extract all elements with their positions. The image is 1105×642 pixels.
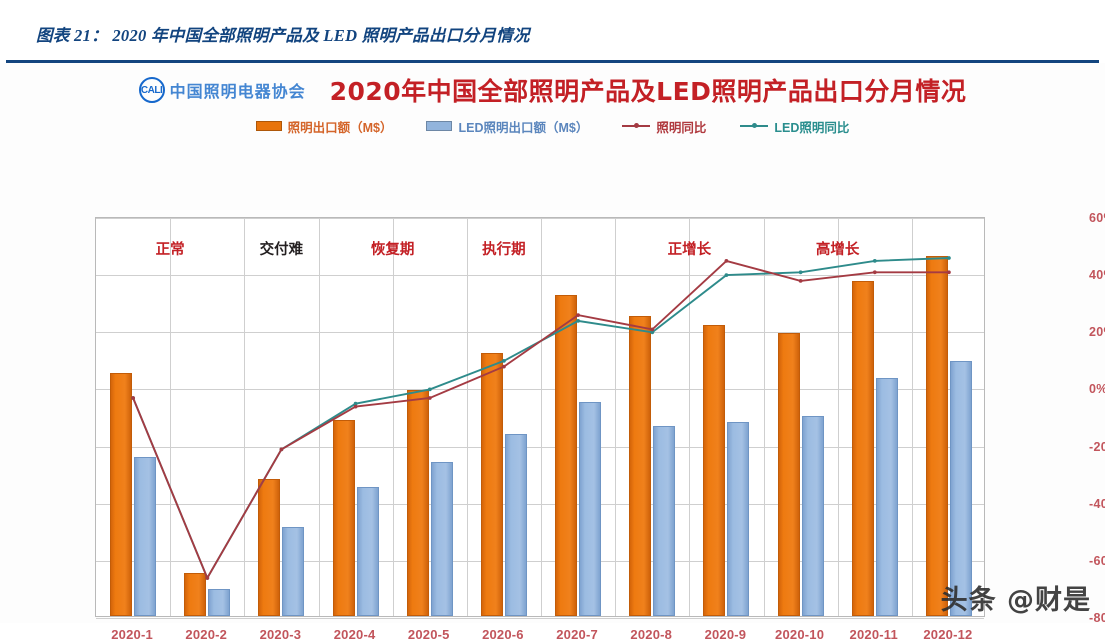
x-axis-tick-11: 2020-12 [923,627,973,642]
bar-led-export[interactable] [208,588,231,616]
x-axis-tick-2: 2020-3 [259,627,302,642]
chart-legend: 照明出口额（M$） LED照明出口额（M$） 照明同比 LED照明同比 [0,113,1105,139]
watermark: 头条 @财是 [940,585,1091,616]
legend-swatch-line-icon [622,121,651,131]
x-axis-tick-9: 2020-10 [775,627,825,642]
legend-swatch-line-icon [740,121,769,131]
gridline-vertical [244,218,246,616]
bar-lighting-export[interactable] [777,333,800,616]
bar-led-export[interactable] [356,487,379,616]
legend-item-3[interactable]: LED照明同比 [740,117,849,136]
bar-led-export[interactable] [282,526,305,616]
cali-logo-name: 中国照明电器协会 [169,82,306,101]
gridline-vertical [466,218,468,616]
x-axis-tick-4: 2020-5 [407,627,450,642]
bar-lighting-export[interactable] [703,324,726,616]
line-marker [279,447,284,452]
x-axis-tick-0: 2020-1 [111,627,153,642]
line-marker [872,259,877,263]
legend-swatch-bar-icon [426,121,453,131]
chart-figure: CALI 中国照明电器协会 2020年中国全部照明产品及LED照明产品出口分月情… [0,63,1105,642]
bar-led-export[interactable] [579,402,602,616]
bar-led-export[interactable] [801,416,824,616]
legend-label: LED照明出口额（M$） [458,120,589,135]
chart-header: CALI 中国照明电器协会 2020年中国全部照明产品及LED照明产品出口分月情… [0,63,1105,111]
bar-lighting-export[interactable] [258,478,281,616]
plot-wrapper: 0-80%1,000-60%2,000-40%3,000-20%4,0000%5… [0,139,1105,642]
bar-led-export[interactable] [949,361,972,616]
gridline-vertical [392,218,394,616]
x-axis-tick-1: 2020-2 [185,627,228,642]
line-marker [798,279,803,283]
bar-lighting-export[interactable] [184,573,207,616]
y-axis-tick-right: -60% [1089,553,1105,568]
cali-logo: CALI 中国照明电器协会 [138,77,306,103]
gridline-vertical [318,218,320,616]
line-marker [353,404,358,409]
chart-title: 2020年中国全部照明产品及LED照明产品出口分月情况 [329,77,967,106]
legend-item-2[interactable]: 照明同比 [622,117,706,136]
bar-lighting-export[interactable] [925,256,948,616]
phase-label-3: 执行期 [482,242,526,258]
y-axis-tick-right: 0% [1089,382,1105,397]
gridline-vertical [837,218,839,616]
phase-label-1: 交付难 [259,242,304,258]
legend-label: LED照明同比 [774,120,850,135]
line-marker [279,447,284,452]
phase-label-5: 高增长 [815,242,860,258]
line-marker [798,270,803,275]
gridline-vertical [541,218,542,616]
legend-label: 照明同比 [656,120,707,135]
bar-lighting-export[interactable] [480,353,503,616]
bar-led-export[interactable] [504,434,527,616]
y-axis-tick-right: -80% [1089,611,1105,625]
x-axis-tick-7: 2020-8 [630,627,673,642]
bar-led-export[interactable] [134,456,157,616]
line-marker [724,259,729,263]
gridline-vertical [615,218,617,616]
y-axis-tick-right: -40% [1089,496,1105,511]
x-axis-tick-5: 2020-6 [482,627,524,642]
line-marker [353,401,358,406]
line-marker [872,270,877,275]
gridline-horizontal [96,218,984,219]
bar-lighting-export[interactable] [332,420,355,616]
bar-lighting-export[interactable] [555,294,578,616]
gridline-vertical [911,218,913,616]
phase-label-0: 正常 [155,242,185,258]
cali-logo-mark: CALI [138,77,165,103]
y-axis-tick-right: 60% [1089,211,1105,225]
y-axis-tick-right: -20% [1089,439,1105,454]
gridline-horizontal [96,618,984,619]
phase-label-2: 恢复期 [370,242,415,258]
legend-item-1[interactable]: LED照明出口额（M$） [426,117,588,136]
x-axis-tick-3: 2020-4 [333,627,376,642]
bar-lighting-export[interactable] [110,373,133,616]
bar-lighting-export[interactable] [406,389,429,616]
bar-led-export[interactable] [727,421,750,616]
report-caption: 图表 21： 2020 年中国全部照明产品及 LED 照明产品出口分月情况 [36,26,530,45]
bar-led-export[interactable] [875,377,898,616]
bar-lighting-export[interactable] [851,280,874,616]
phase-label-4: 正增长 [667,242,712,258]
x-axis-tick-8: 2020-9 [704,627,747,642]
caption-divider [6,60,1099,63]
gridline-vertical [689,218,691,616]
gridline-horizontal [96,275,984,277]
bar-led-export[interactable] [653,426,676,616]
x-axis-tick-6: 2020-7 [556,627,598,642]
legend-item-0[interactable]: 照明出口额（M$） [255,117,393,136]
y-axis-tick-right: 20% [1089,325,1105,340]
x-axis-tick-10: 2020-11 [849,627,898,642]
legend-swatch-bar-icon [255,121,282,131]
gridline-vertical [170,218,172,616]
bar-lighting-export[interactable] [629,316,652,616]
legend-label: 照明出口额（M$） [287,120,393,135]
plot-area: 0-80%1,000-60%2,000-40%3,000-20%4,0000%5… [95,211,1105,625]
bar-led-export[interactable] [430,462,453,616]
y-axis-tick-right: 40% [1089,268,1105,283]
gridline-vertical [763,218,765,616]
